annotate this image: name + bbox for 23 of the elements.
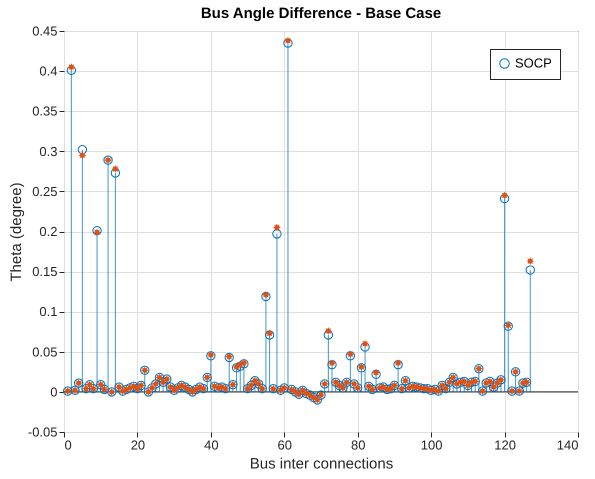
- legend-label: SOCP: [515, 56, 552, 70]
- x-tick-label: 120: [494, 438, 516, 452]
- x-tick-label: 20: [130, 438, 146, 452]
- x-tick-label: 60: [278, 438, 292, 452]
- y-tick-label: 0: [50, 384, 58, 400]
- y-tick-label: 0.45: [32, 24, 58, 38]
- x-tick-label: 80: [350, 438, 366, 452]
- chart-title: Bus Angle Difference - Base Case: [200, 5, 442, 22]
- y-tick-label: 0.3: [39, 144, 58, 159]
- y-tick-label: 0.35: [32, 104, 58, 119]
- x-tick-label: 0: [64, 438, 72, 452]
- x-axis-title: Bus inter connections: [250, 456, 394, 472]
- y-tick-label: 0.2: [39, 224, 58, 239]
- y-tick-label: 0.05: [32, 344, 58, 360]
- y-tick-label: 0.4: [39, 64, 58, 79]
- y-tick-label: 0.1: [39, 304, 58, 320]
- y-tick-label: -0.05: [28, 424, 58, 440]
- x-tick-label: 40: [204, 438, 219, 452]
- x-tick-label: 140: [556, 438, 578, 452]
- y-axis-title: Theta (degree): [8, 182, 25, 282]
- y-tick-label: 0.15: [32, 264, 58, 280]
- x-tick-label: 100: [420, 438, 442, 452]
- y-tick-label: 0.25: [32, 184, 58, 199]
